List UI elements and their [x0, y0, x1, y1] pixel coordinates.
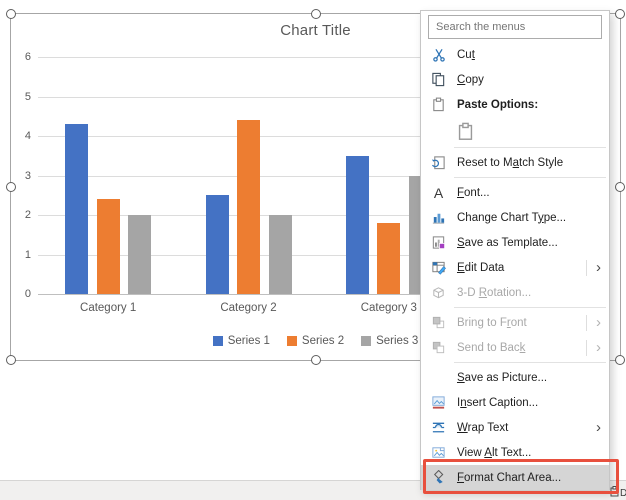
menu-separator [454, 177, 606, 178]
menu-item-font[interactable]: A Font... [421, 180, 609, 205]
menu-separator [454, 147, 606, 148]
cube-icon [429, 285, 448, 300]
legend-swatch [361, 336, 372, 346]
clipboard-icon [429, 97, 448, 112]
y-axis-tick-label: 6 [24, 51, 31, 63]
chart-legend: Series 1 Series 2 Series 3 [11, 335, 620, 347]
chevron-right-icon: › [596, 419, 601, 436]
legend-item-series-2[interactable]: Series 2 [286, 335, 344, 347]
bar-chart-icon [429, 210, 448, 225]
plot-area: 0 1 2 3 4 5 6 Category 1 Category 2 Category 3 [11, 14, 620, 360]
menu-item-edit-data[interactable]: Edit Data › [421, 255, 609, 280]
edit-data-icon [429, 260, 448, 275]
y-axis-tick-label: 4 [24, 130, 31, 142]
submenu-divider [586, 259, 587, 276]
legend-swatch [286, 336, 297, 346]
menu-item-copy[interactable]: Copy [421, 67, 609, 92]
legend-item-series-1[interactable]: Series 1 [212, 335, 270, 347]
submenu-divider [586, 314, 587, 331]
copy-icon [429, 72, 448, 87]
bar-series-2-category-3[interactable] [377, 222, 401, 294]
selection-handle-top-left[interactable] [6, 9, 16, 19]
partial-bottom-right-fragment: D [610, 486, 626, 500]
view-alt-text-icon [429, 445, 448, 460]
y-axis-tick-label: 0 [24, 288, 31, 300]
y-axis-tick-label: 3 [24, 169, 31, 182]
scissors-icon [429, 48, 448, 62]
bar-series-1-category-2[interactable] [205, 195, 229, 294]
menu-item-paste-options: Paste Options: [421, 92, 609, 117]
menu-item-send-to-back: Send to Back › [421, 335, 609, 360]
selection-handle-bottom-right[interactable] [615, 355, 625, 365]
menu-item-save-as-picture[interactable]: Save as Picture... [457, 371, 548, 384]
paste-option-clipboard-icon [456, 121, 475, 142]
bar-series-3-category-2[interactable] [268, 215, 292, 294]
selection-handle-bottom-center[interactable] [310, 355, 321, 365]
chevron-right-icon: › [596, 259, 601, 276]
legend-swatch [212, 336, 223, 346]
gridline [38, 57, 459, 58]
category-label: Category 1 [80, 302, 137, 314]
bar-series-2-category-1[interactable] [96, 199, 120, 294]
menu-item-format-chart-area[interactable]: Format Chart Area... [421, 465, 609, 490]
submenu-divider [586, 339, 587, 356]
selection-handle-top-center[interactable] [310, 9, 321, 19]
menu-separator [454, 362, 606, 363]
y-axis-tick-label: 5 [24, 90, 31, 103]
menu-item-view-alt-text[interactable]: View Alt Text... [421, 440, 609, 465]
insert-caption-icon [429, 395, 448, 410]
menu-item-wrap-text[interactable]: Wrap Text › [421, 415, 609, 440]
category-label: Category 3 [360, 302, 417, 314]
bar-series-1-category-1[interactable] [65, 124, 89, 294]
y-axis-tick-label: 1 [24, 248, 31, 261]
bar-series-3-category-1[interactable] [128, 215, 152, 294]
partial-clipboard-icon [610, 486, 619, 500]
gridline [38, 294, 459, 295]
menu-search-box[interactable] [428, 15, 602, 39]
selection-handle-top-right[interactable] [615, 9, 625, 19]
menu-item-save-as-template[interactable]: Save as Template... [421, 230, 609, 255]
bar-series-2-category-2[interactable] [237, 120, 260, 294]
menu-separator [454, 307, 606, 308]
menu-item-reset-to-match-style[interactable]: Reset to Match Style [421, 150, 609, 175]
menu-item-change-chart-type[interactable]: Change Chart Type... [421, 205, 609, 230]
menu-search-input[interactable] [429, 21, 601, 33]
selection-handle-bottom-left[interactable] [6, 355, 16, 365]
bar-series-1-category-3[interactable] [345, 155, 369, 294]
font-a-icon: A [433, 184, 444, 201]
chevron-right-icon: › [596, 314, 601, 331]
legend-item-series-3[interactable]: Series 3 [361, 335, 418, 347]
format-paint-icon [429, 470, 448, 485]
category-label: Category 2 [220, 302, 277, 314]
menu-item-paste-option-keep-formatting[interactable] [421, 117, 609, 145]
context-menu: Cut Copy Paste Options: Reset to Match S [420, 10, 610, 490]
menu-item-cut[interactable]: Cut [421, 42, 609, 67]
reset-style-icon [429, 155, 448, 170]
gridline [38, 96, 459, 98]
chevron-right-icon: › [596, 339, 601, 356]
save-template-icon [429, 235, 448, 250]
selection-handle-middle-right[interactable] [615, 182, 625, 192]
selection-handle-middle-left[interactable] [6, 182, 16, 192]
menu-item-insert-caption[interactable]: Insert Caption... [421, 390, 609, 415]
bring-front-icon [429, 315, 448, 330]
wrap-text-icon [429, 420, 448, 435]
send-back-icon [429, 340, 448, 355]
chart-title[interactable]: Chart Title [280, 22, 351, 39]
menu-item-bring-to-front: Bring to Front › [421, 310, 609, 335]
menu-item-3d-rotation: 3-D Rotation... [421, 280, 609, 305]
y-axis-tick-label: 2 [24, 209, 31, 221]
